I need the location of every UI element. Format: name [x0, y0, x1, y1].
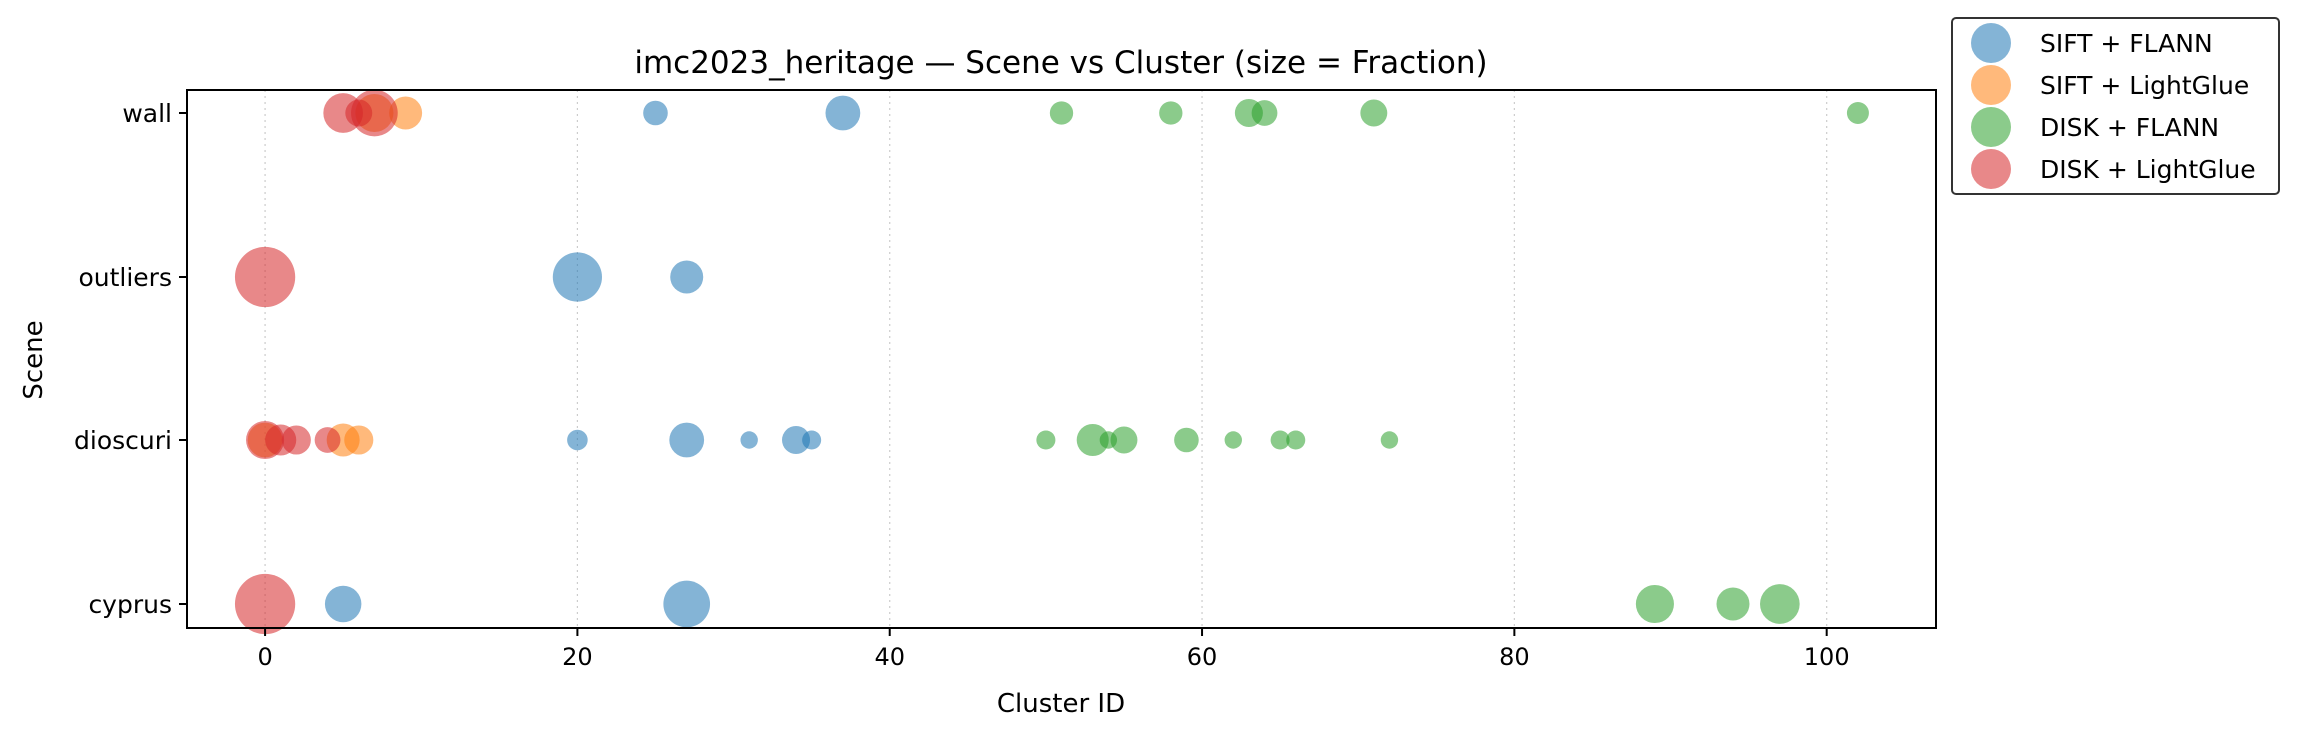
y-tick-label: dioscuri: [74, 426, 172, 455]
data-point: [1224, 431, 1242, 449]
data-point: [1036, 430, 1056, 450]
legend-frame: [1951, 17, 2280, 195]
x-axis: 0 20 40 60 80 100: [257, 628, 1850, 671]
x-tick-label: 0: [257, 643, 272, 671]
data-point: [782, 425, 811, 455]
data-point: [1716, 587, 1750, 621]
x-tick-label: 60: [1187, 643, 1218, 671]
y-axis-label: Scene: [19, 320, 49, 399]
data-point: [1270, 430, 1290, 450]
legend-label: SIFT + LightGlue: [2040, 71, 2249, 100]
grid-lines: [264, 90, 1828, 628]
legend-marker: [1971, 107, 2011, 147]
data-point: [314, 427, 341, 453]
legend-label: SIFT + FLANN: [2040, 29, 2213, 58]
data-point: [1049, 101, 1074, 125]
data-point: [281, 425, 311, 455]
data-point: [351, 89, 398, 137]
data-point: [567, 429, 588, 451]
data-point: [670, 260, 704, 294]
data-point: [1251, 100, 1278, 126]
x-tick-label: 20: [562, 643, 593, 671]
data-point: [740, 431, 758, 449]
legend-marker: [1971, 23, 2011, 63]
data-point: [802, 430, 822, 450]
data-point: [1076, 423, 1109, 457]
legend-label: DISK + FLANN: [2040, 113, 2219, 142]
data-point: [234, 573, 296, 635]
chart-title: imc2023_heritage — Scene vs Cluster (siz…: [634, 45, 1487, 81]
data-point: [1286, 430, 1306, 450]
x-tick-label: 100: [1804, 643, 1850, 671]
data-point: [1635, 584, 1674, 624]
legend-label: DISK + LightGlue: [2040, 155, 2256, 184]
data-point: [552, 252, 602, 302]
data-point: [1360, 99, 1388, 127]
data-points: [234, 89, 1869, 635]
y-tick-label: wall: [122, 99, 172, 128]
plot-area-frame: [186, 89, 1937, 629]
data-point: [1110, 426, 1138, 454]
y-axis: cyprus dioscuri outliers wall: [74, 99, 187, 619]
x-tick-label: 40: [874, 643, 905, 671]
x-axis-label: Cluster ID: [997, 689, 1125, 719]
legend-marker: [1971, 149, 2011, 189]
y-tick-label: cyprus: [88, 590, 172, 619]
data-point: [1760, 584, 1800, 624]
y-tick-label: outliers: [78, 263, 172, 292]
data-point: [1846, 102, 1869, 124]
data-point: [1380, 431, 1399, 449]
data-point: [344, 425, 374, 455]
data-point: [825, 95, 861, 131]
data-point: [389, 96, 423, 130]
data-point: [643, 100, 668, 126]
x-tick-label: 80: [1499, 643, 1530, 671]
legend: SIFT + FLANN SIFT + LightGlue DISK + FLANN…: [1951, 17, 2280, 195]
data-point: [1159, 101, 1183, 125]
data-point: [669, 422, 705, 458]
data-point: [1174, 427, 1199, 453]
data-point: [234, 246, 296, 308]
legend-marker: [1971, 65, 2011, 105]
data-point: [663, 580, 711, 628]
data-point: [324, 585, 362, 623]
